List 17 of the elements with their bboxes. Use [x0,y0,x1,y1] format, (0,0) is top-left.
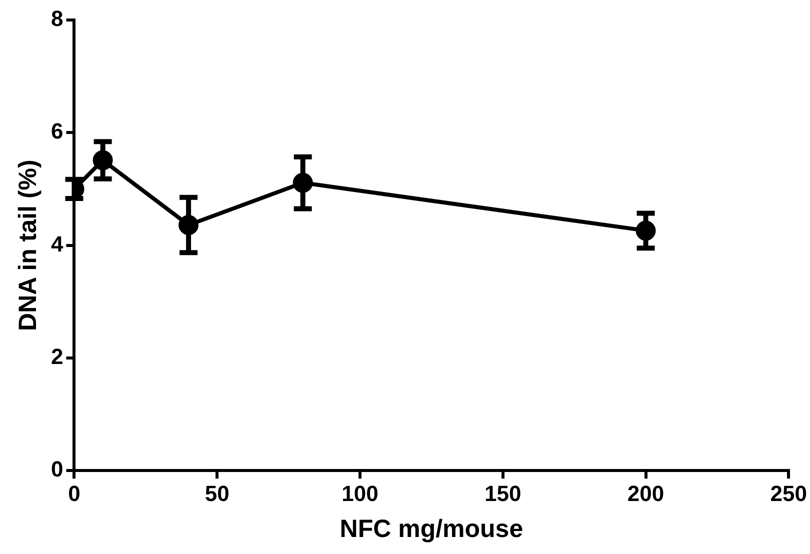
x-tick-label: 100 [342,480,378,506]
x-tick-label: 200 [627,480,664,506]
y-tick-label: 2 [50,344,64,370]
point [178,215,199,236]
y-axis-title: DNA in tail (%) [14,160,42,331]
x-tick-label: 0 [68,480,80,506]
point [636,220,656,241]
x-tick-label: 250 [770,480,808,506]
x-axis-title: NFC mg/mouse [340,514,524,543]
y-tick-label: 6 [50,118,64,144]
point [92,150,113,170]
y-tick-label: 0 [50,456,64,482]
x-tick-label: 150 [484,480,522,506]
y-tick-label: 4 [50,231,64,256]
y-tick-label: 8 [50,6,64,32]
x-tick-label: 50 [204,480,230,506]
point [292,172,313,193]
